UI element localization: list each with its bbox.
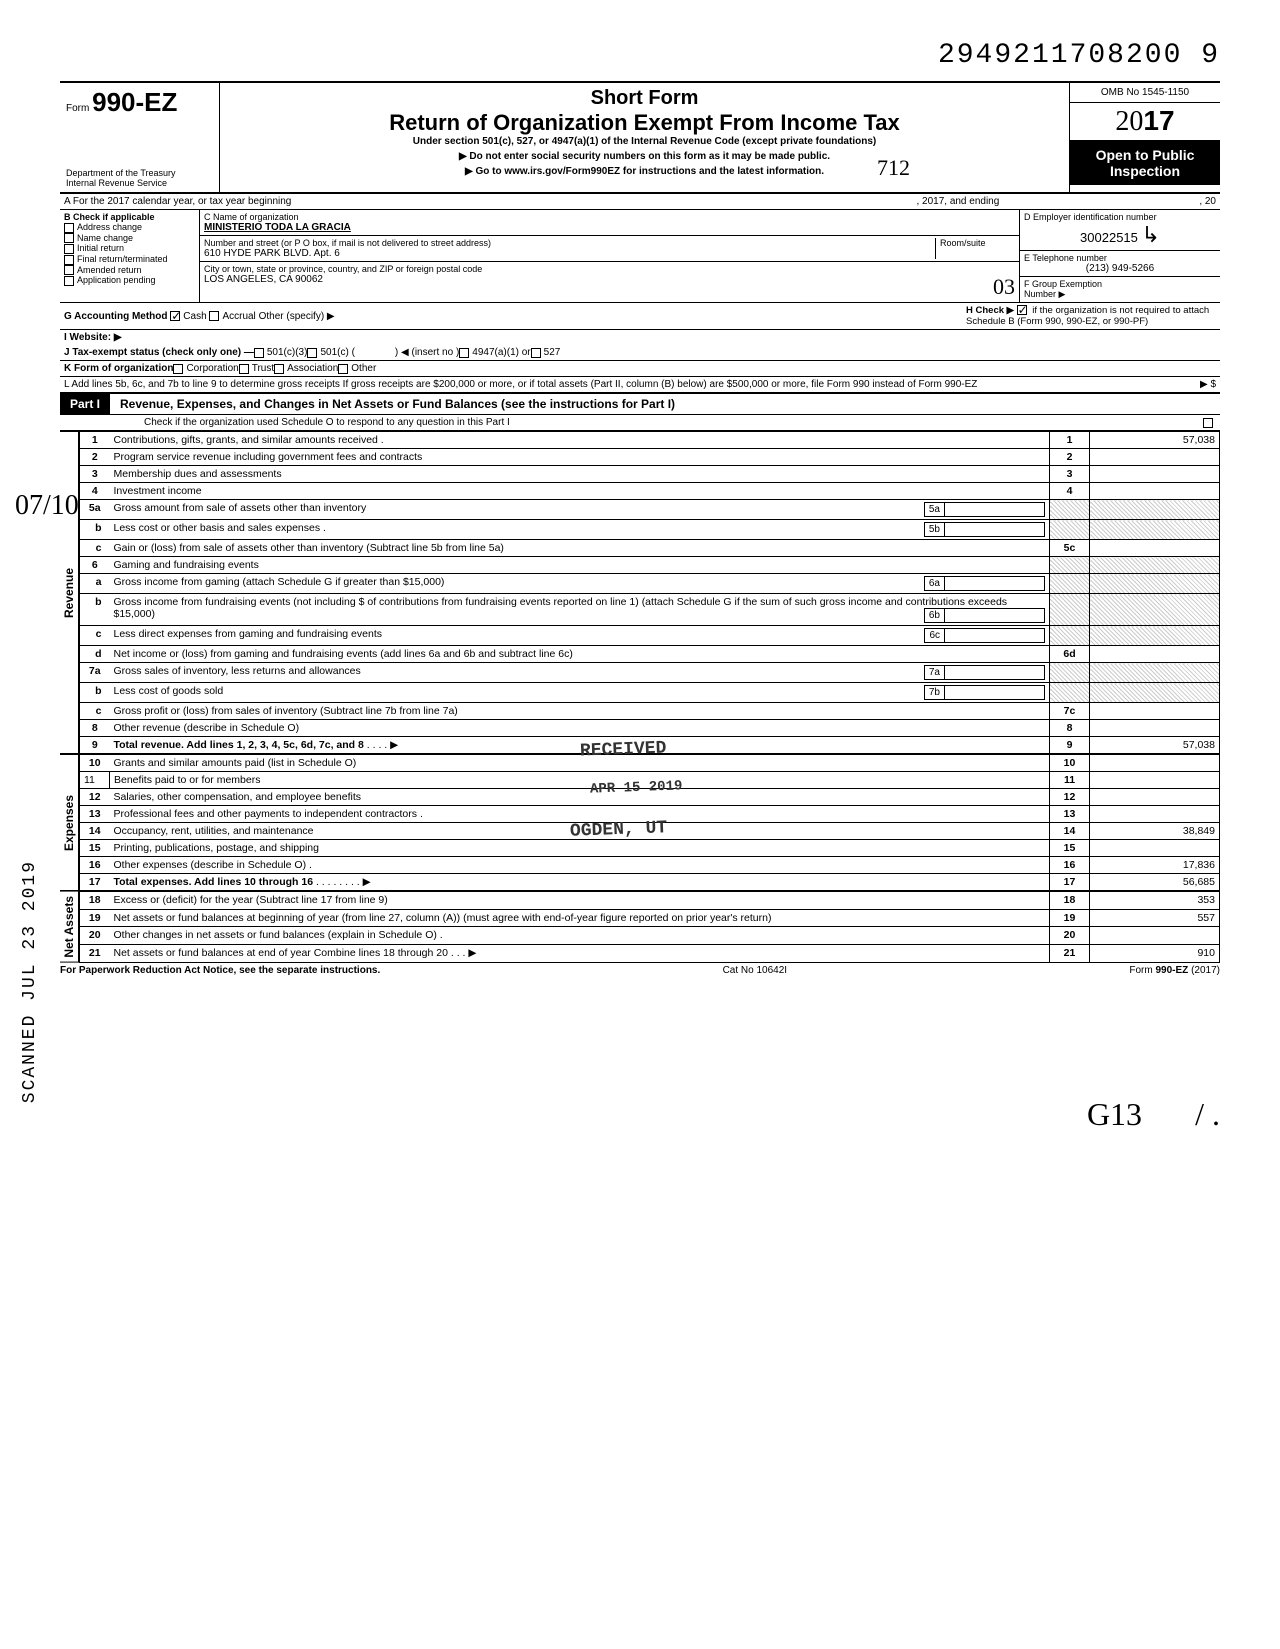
chk-cash[interactable]: [170, 311, 180, 321]
val-14: 38,849: [1090, 823, 1220, 840]
chk-527[interactable]: [531, 348, 541, 358]
omb-number: OMB No 1545-1150: [1070, 83, 1220, 103]
form-page: SCANNED JUL 23 2019 2949211708200 9 Form…: [60, 40, 1220, 1133]
received-stamp: RECEIVED: [580, 738, 667, 761]
ein-label: D Employer identification number: [1024, 212, 1216, 222]
line-i: I Website: ▶: [60, 330, 1220, 345]
part1-checkline: Check if the organization used Schedule …: [60, 415, 1220, 431]
org-address: 610 HYDE PARK BLVD. Apt. 6: [204, 248, 935, 259]
chk-other[interactable]: [338, 364, 348, 374]
chk-initial[interactable]: [64, 244, 74, 254]
val-1: 57,038: [1090, 432, 1220, 449]
hand-arrow: ↳: [1142, 222, 1160, 247]
line-g-h: G Accounting Method Cash Accrual Other (…: [60, 303, 1220, 330]
chk-amended[interactable]: [64, 265, 74, 275]
c-header: C Name of organization: [204, 212, 1015, 222]
short-form-title: Short Form: [226, 87, 1063, 110]
chk-pending[interactable]: [64, 276, 74, 286]
chk-accrual[interactable]: [209, 311, 219, 321]
chk-name[interactable]: [64, 233, 74, 243]
subtitle: Under section 501(c), 527, or 4947(a)(1)…: [226, 136, 1063, 147]
room-label: Room/suite: [935, 238, 1015, 259]
tel-label: E Telephone number: [1024, 253, 1216, 263]
org-name: MINISTERIO TODA LA GRACIA: [204, 222, 1015, 233]
chk-final[interactable]: [64, 255, 74, 265]
val-17: 56,685: [1090, 874, 1220, 891]
footer-mid: Cat No 10642I: [723, 965, 788, 976]
val-18: 353: [1090, 892, 1220, 910]
form-header: Form 990-EZ Department of the Treasury I…: [60, 81, 1220, 194]
dept-label: Department of the Treasury: [66, 168, 213, 178]
chk-assoc[interactable]: [274, 364, 284, 374]
line-k: K Form of organization Corporation Trust…: [60, 361, 1220, 377]
tax-year: 2017: [1070, 103, 1220, 141]
b-header: B Check if applicable: [64, 212, 155, 222]
org-city: LOS ANGELES, CA 90062: [204, 274, 323, 300]
hand-g13: G13: [1087, 1096, 1142, 1132]
open-inspection: Open to Public Inspection: [1070, 141, 1220, 185]
netassets-section: Net Assets 18Excess or (deficit) for the…: [60, 891, 1220, 963]
revenue-section: Revenue 1Contributions, gifts, grants, a…: [60, 431, 1220, 754]
line-a: A For the 2017 calendar year, or tax yea…: [60, 194, 1220, 210]
chk-trust[interactable]: [239, 364, 249, 374]
chk-501c[interactable]: [307, 348, 317, 358]
val-9: 57,038: [1090, 737, 1220, 754]
line-l: L Add lines 5b, 6c, and 7b to line 9 to …: [60, 377, 1220, 393]
section-bcd: B Check if applicable Address change Nam…: [60, 210, 1220, 303]
date-stamp: APR 15 2019: [590, 778, 683, 797]
ein-value: 30022515: [1080, 230, 1138, 245]
f-sub: Number ▶: [1024, 289, 1216, 300]
main-title: Return of Organization Exempt From Incom…: [226, 110, 1063, 136]
val-16: 17,836: [1090, 857, 1220, 874]
ogden-stamp: OGDEN, UT: [570, 818, 668, 841]
form-number: 990-EZ: [92, 87, 177, 117]
val-19: 557: [1090, 909, 1220, 927]
footer-right: Form 990-EZ (2017): [1129, 965, 1220, 976]
scanned-stamp: SCANNED JUL 23 2019: [20, 860, 40, 1103]
note-ssn: ▶ Do not enter social security numbers o…: [226, 151, 1063, 162]
chk-scho[interactable]: [1203, 418, 1213, 428]
chk-h[interactable]: [1017, 305, 1027, 315]
irs-label: Internal Revenue Service: [66, 178, 213, 188]
part-tag: Part I: [60, 394, 110, 414]
hand-03: 03: [993, 274, 1015, 300]
revenue-label: Revenue: [60, 431, 79, 754]
footer: For Paperwork Reduction Act Notice, see …: [60, 963, 1220, 976]
note-web: ▶ Go to www.irs.gov/Form990EZ for instru…: [226, 166, 1063, 177]
f-label: F Group Exemption: [1024, 279, 1216, 289]
doc-number: 2949211708200 9: [60, 40, 1220, 71]
chk-corp[interactable]: [173, 364, 183, 374]
tel-value: (213) 949-5266: [1024, 263, 1216, 274]
val-21: 910: [1090, 944, 1220, 962]
city-label: City or town, state or province, country…: [204, 264, 1015, 274]
netassets-label: Net Assets: [60, 891, 79, 963]
part1-header: Part I Revenue, Expenses, and Changes in…: [60, 393, 1220, 415]
footer-left: For Paperwork Reduction Act Notice, see …: [60, 965, 380, 976]
chk-address[interactable]: [64, 223, 74, 233]
expenses-label: Expenses: [60, 754, 79, 891]
part-title: Revenue, Expenses, and Changes in Net As…: [110, 397, 675, 411]
chk-501c3[interactable]: [254, 348, 264, 358]
addr-label: Number and street (or P O box, if mail i…: [204, 238, 935, 248]
chk-4947[interactable]: [459, 348, 469, 358]
hand-712: 712: [877, 155, 910, 181]
line-j: J Tax-exempt status (check only one) — 5…: [60, 345, 1220, 361]
form-label: Form: [66, 103, 89, 114]
